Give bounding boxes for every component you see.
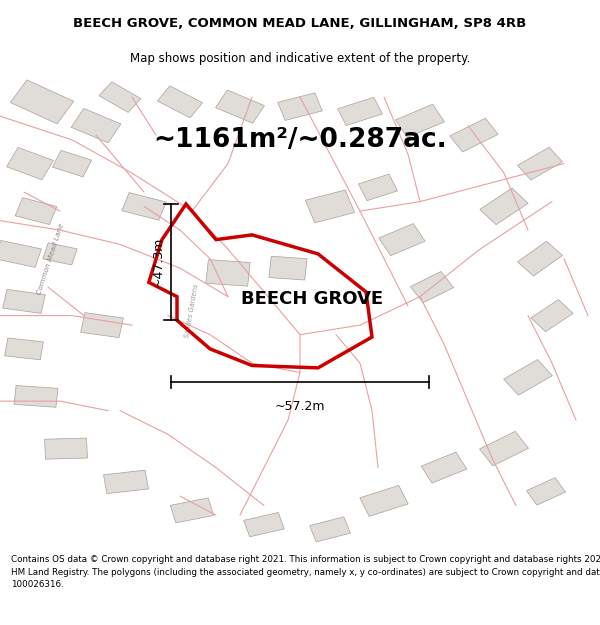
Text: BEECH GROVE, COMMON MEAD LANE, GILLINGHAM, SP8 4RB: BEECH GROVE, COMMON MEAD LANE, GILLINGHA… xyxy=(73,17,527,30)
Bar xyxy=(104,470,148,494)
Bar xyxy=(122,192,166,220)
Bar xyxy=(0,241,41,268)
Bar xyxy=(450,118,498,152)
Bar xyxy=(531,299,573,332)
Bar xyxy=(15,198,57,224)
Bar xyxy=(269,256,307,280)
Bar xyxy=(170,498,214,523)
Bar xyxy=(310,517,350,542)
Bar xyxy=(358,174,398,201)
Bar xyxy=(305,190,355,222)
Bar xyxy=(479,431,529,466)
Bar xyxy=(157,86,203,118)
Bar xyxy=(526,478,566,505)
Text: BEECH GROVE: BEECH GROVE xyxy=(241,290,383,308)
Text: Sandes Gardens: Sandes Gardens xyxy=(184,284,200,338)
Bar xyxy=(80,312,124,338)
Bar xyxy=(360,486,408,516)
Bar xyxy=(44,438,88,459)
Bar xyxy=(410,271,454,302)
Bar xyxy=(379,224,425,256)
Text: ~47.3m: ~47.3m xyxy=(151,237,164,288)
Text: ~1161m²/~0.287ac.: ~1161m²/~0.287ac. xyxy=(153,127,447,153)
Bar xyxy=(480,188,528,225)
Bar xyxy=(71,108,121,143)
Bar xyxy=(244,512,284,537)
Bar xyxy=(338,98,382,126)
Bar xyxy=(3,289,45,313)
Bar xyxy=(14,386,58,408)
Bar xyxy=(99,82,141,112)
Bar xyxy=(395,104,445,138)
Bar xyxy=(518,148,562,180)
Bar xyxy=(517,241,563,276)
Text: Contains OS data © Crown copyright and database right 2021. This information is : Contains OS data © Crown copyright and d… xyxy=(11,555,600,589)
Bar xyxy=(43,242,77,265)
Text: ~57.2m: ~57.2m xyxy=(275,400,325,413)
Bar xyxy=(206,259,250,286)
Bar xyxy=(421,452,467,483)
Bar xyxy=(5,338,43,360)
Bar xyxy=(10,80,74,124)
Text: Common Mead Lane: Common Mead Lane xyxy=(37,222,65,295)
Bar xyxy=(7,148,53,180)
Bar xyxy=(278,93,322,121)
Bar xyxy=(52,151,92,177)
Text: Map shows position and indicative extent of the property.: Map shows position and indicative extent… xyxy=(130,52,470,65)
Bar xyxy=(215,90,265,123)
Bar xyxy=(503,359,553,395)
